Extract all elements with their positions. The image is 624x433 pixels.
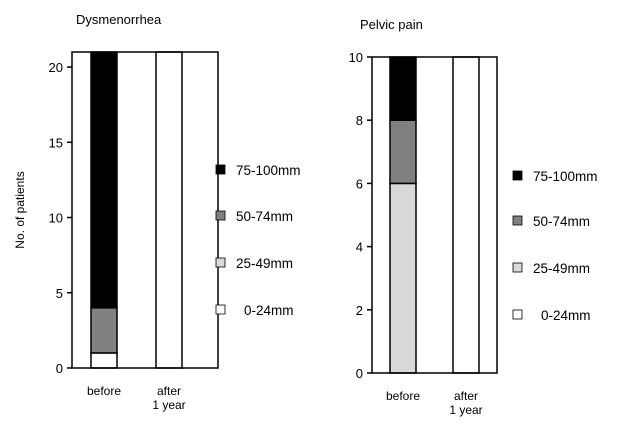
legend-label: 50-74mm: [236, 209, 293, 224]
bar-segment-25-49mm: [389, 182, 417, 374]
y-tick-label: 0: [356, 366, 363, 381]
legend-swatch: [512, 215, 523, 226]
bar-segment-50-74mm: [90, 307, 118, 354]
y-axis-label: No. of patients: [13, 171, 27, 248]
legend-swatch: [215, 164, 226, 175]
bar-segment-75-100mm: [90, 51, 118, 309]
legend-swatch: [512, 170, 523, 181]
legend-swatch: [512, 309, 523, 320]
legend-label: 0-24mm: [244, 303, 294, 318]
y-tick-label: 10: [49, 211, 63, 226]
chart-title: Pelvic pain: [360, 17, 423, 32]
legend-label: 25-49mm: [236, 256, 293, 271]
y-tick-label: 6: [356, 176, 363, 191]
y-tick-label: 2: [356, 303, 363, 318]
y-tick-label: 8: [356, 113, 363, 128]
legend-label: 0-24mm: [541, 308, 591, 323]
bar-segment-0-24mm: [155, 51, 183, 369]
legend-label: 75-100mm: [236, 163, 301, 178]
x-tick-label: after: [454, 389, 478, 403]
y-tick-label: 5: [56, 286, 63, 301]
bar-segment-75-100mm: [389, 56, 417, 121]
legend-swatch: [215, 257, 226, 268]
plot-frame: [371, 56, 498, 374]
legend-swatch: [512, 262, 523, 273]
legend-swatch: [215, 304, 226, 315]
bar-segment-50-74mm: [389, 119, 417, 185]
chart-0: Dysmenorrhea No. of patients before after1 …: [13, 12, 301, 412]
bar-segment-0-24mm: [452, 56, 480, 374]
legend-swatch: [215, 210, 226, 221]
y-tick-label: 20: [49, 60, 63, 75]
bar-segment-0-24mm: [90, 352, 118, 369]
x-tick-label: 1 year: [152, 398, 185, 412]
x-tick-label: before: [87, 384, 121, 398]
legend-label: 50-74mm: [533, 214, 590, 229]
legend-label: 75-100mm: [533, 169, 598, 184]
x-tick-label: 1 year: [449, 403, 482, 417]
x-tick-label: after: [157, 384, 181, 398]
legend-label: 25-49mm: [533, 261, 590, 276]
y-tick-label: 4: [356, 240, 363, 255]
y-tick-label: 10: [349, 50, 363, 65]
x-tick-label: before: [386, 389, 420, 403]
y-tick-label: 15: [49, 135, 63, 150]
plot-frame: [71, 51, 219, 369]
y-tick-label: 0: [56, 361, 63, 376]
chart-title: Dysmenorrhea: [76, 12, 162, 27]
